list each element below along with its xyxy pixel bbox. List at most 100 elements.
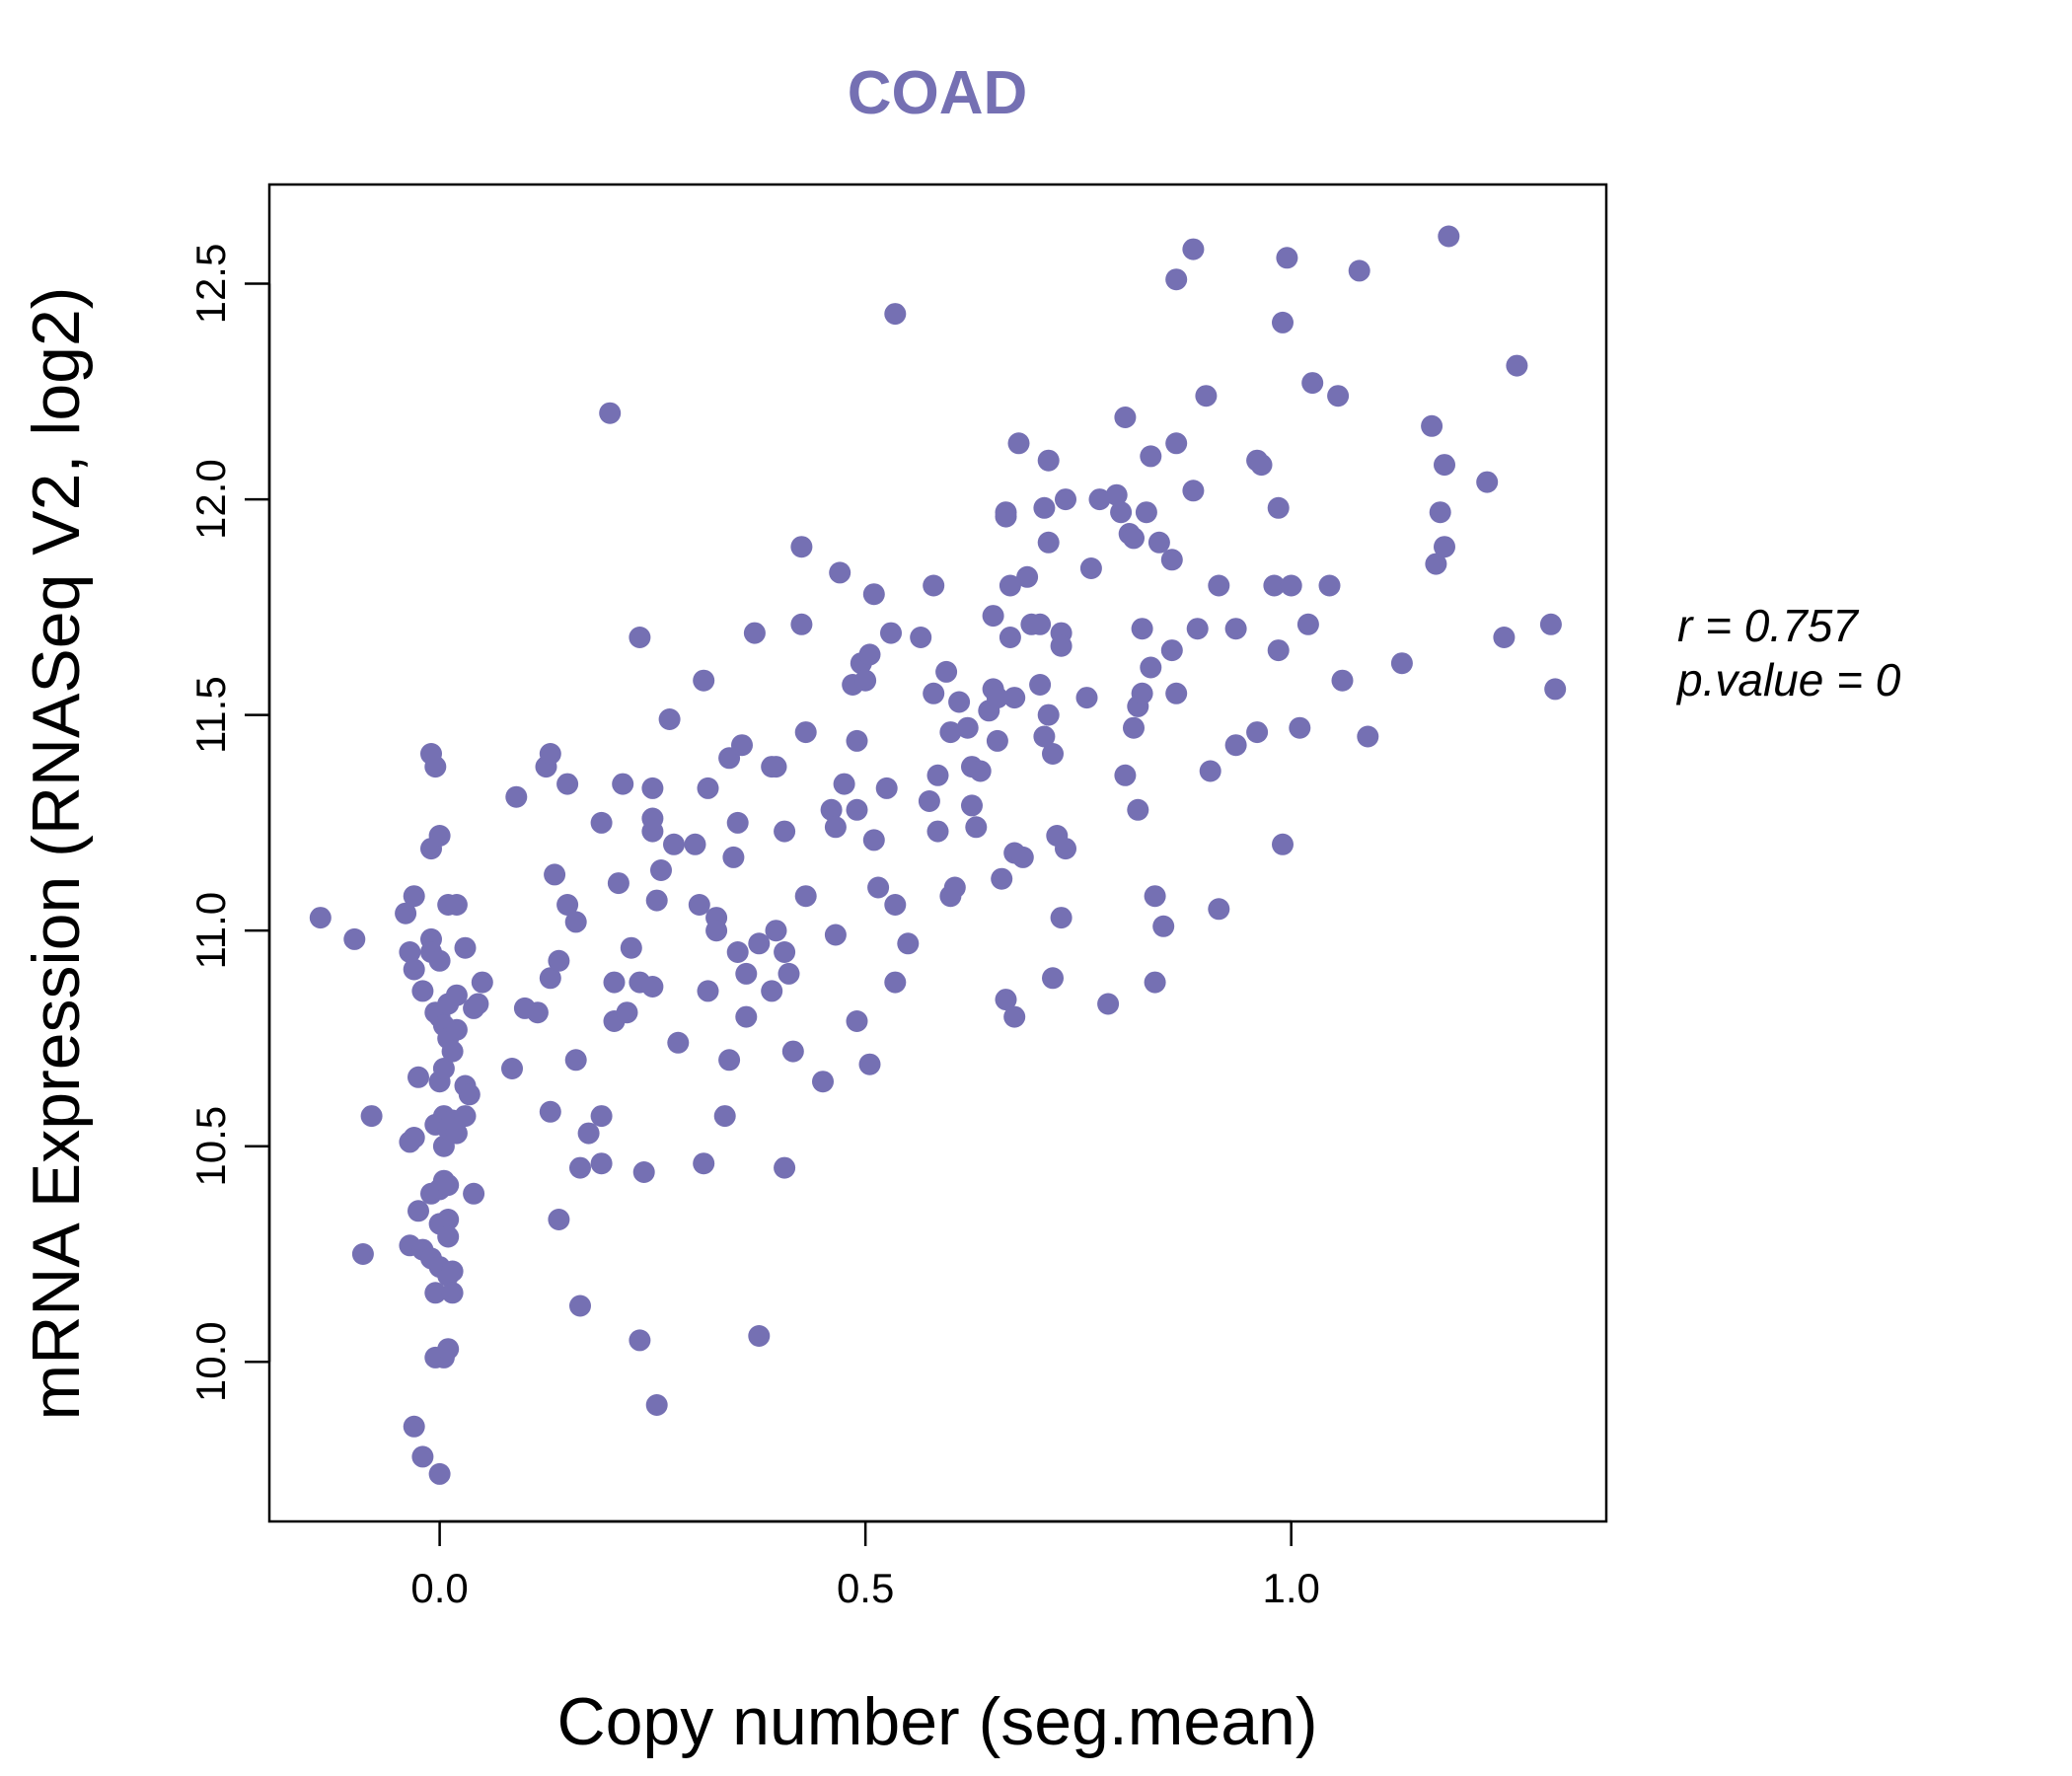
correlation-r: r = 0.757 (1677, 600, 1859, 651)
x-tick-label: 0.0 (410, 1565, 468, 1611)
data-point (458, 1083, 481, 1106)
data-point (564, 911, 587, 933)
data-point (399, 941, 421, 963)
data-point (1105, 483, 1128, 506)
data-point (1280, 574, 1302, 597)
y-tick-label: 12.5 (187, 244, 234, 325)
data-point (833, 773, 855, 795)
data-point (761, 980, 783, 1002)
data-point (437, 1174, 460, 1197)
data-point (820, 798, 843, 821)
data-point (1348, 259, 1370, 282)
data-point (1182, 480, 1205, 502)
data-point (629, 627, 651, 648)
data-point (765, 756, 787, 778)
data-point (526, 1001, 549, 1024)
data-point (1123, 527, 1145, 550)
data-point (437, 1209, 460, 1230)
data-point (824, 816, 847, 839)
data-point (1007, 432, 1030, 455)
data-point (1327, 385, 1350, 407)
data-point (923, 574, 945, 597)
data-point (548, 1209, 570, 1230)
data-point (1042, 743, 1064, 765)
data-point (1476, 471, 1499, 493)
data-point (774, 941, 796, 963)
data-point (428, 1462, 451, 1485)
data-point (403, 885, 425, 908)
data-point (590, 1105, 613, 1128)
y-axis: 10.0 10.5 11.0 11.5 12.0 12.5 (187, 244, 271, 1402)
y-tick-label: 12.0 (187, 459, 234, 540)
data-point (1114, 764, 1137, 786)
data-point (1160, 549, 1183, 571)
data-point (599, 402, 622, 424)
data-point (505, 785, 528, 808)
data-point (1421, 414, 1443, 437)
data-point (445, 1122, 468, 1145)
data-point (969, 760, 992, 782)
data-point (688, 894, 710, 916)
data-point (1199, 760, 1221, 782)
data-point (956, 716, 979, 739)
data-point (939, 721, 962, 744)
data-point (718, 1049, 741, 1072)
data-point (437, 1225, 460, 1248)
data-point (774, 820, 796, 843)
data-point (846, 798, 868, 821)
data-point (995, 505, 1017, 528)
data-point (590, 1152, 613, 1175)
data-point (1434, 454, 1455, 477)
data-point (650, 859, 672, 881)
data-point (846, 1010, 868, 1032)
x-tick-label: 1.0 (1262, 1565, 1319, 1611)
data-point (829, 561, 851, 584)
data-point (441, 1260, 464, 1283)
data-point (1506, 354, 1528, 377)
data-point (1224, 734, 1247, 757)
data-point (735, 962, 758, 985)
data-point (858, 643, 881, 666)
data-point (1029, 613, 1052, 635)
data-point (1131, 618, 1153, 640)
data-point (897, 932, 920, 955)
data-point (1165, 268, 1188, 291)
data-point (309, 907, 332, 929)
data-point (948, 691, 971, 713)
data-point (1272, 833, 1294, 855)
data-point (986, 687, 1008, 709)
data-point (1296, 613, 1319, 635)
data-point (713, 1105, 736, 1128)
data-point (1331, 669, 1354, 692)
data-point (1127, 798, 1149, 821)
data-point (1135, 501, 1157, 524)
data-point (875, 777, 898, 799)
data-point (1195, 385, 1218, 407)
data-point (935, 660, 958, 683)
data-point (1301, 372, 1324, 395)
data-point (445, 984, 468, 1006)
data-point (1147, 531, 1170, 554)
data-point (1429, 501, 1451, 524)
data-point (884, 303, 907, 326)
data-point (1097, 993, 1120, 1015)
data-point (1390, 652, 1413, 675)
data-point (884, 971, 907, 994)
data-point (445, 894, 468, 916)
data-point (403, 1415, 425, 1438)
data-point (812, 1071, 834, 1093)
data-point (1263, 574, 1286, 597)
data-point (1050, 907, 1073, 929)
data-point (705, 920, 728, 942)
data-point (697, 980, 719, 1002)
data-point (1276, 247, 1298, 269)
data-point (645, 1394, 668, 1416)
data-point (926, 820, 949, 843)
data-point (1318, 574, 1341, 597)
data-point (1131, 682, 1153, 704)
data-point (1289, 716, 1311, 739)
data-point (454, 1105, 477, 1128)
data-point (943, 876, 966, 899)
data-point (428, 949, 451, 972)
